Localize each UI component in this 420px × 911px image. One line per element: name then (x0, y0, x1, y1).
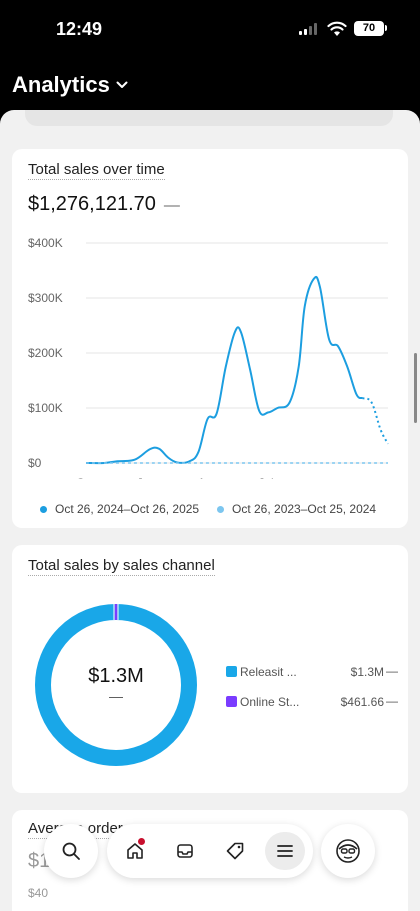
wifi-icon (327, 21, 347, 36)
y-tick-label: $200K (28, 346, 63, 360)
avg-order-axis-top: $40 (28, 886, 49, 900)
x-tick-label: Apr (198, 476, 217, 479)
total-sales-card[interactable]: Total sales over time $1,276,121.70 — $40… (12, 149, 408, 528)
sales-card-title[interactable]: Total sales over time (28, 161, 165, 180)
sales-total-value: $1,276,121.70 — (28, 193, 180, 216)
nav-menu[interactable] (265, 832, 305, 870)
y-tick-label: $300K (28, 291, 63, 305)
channel-swatch (226, 696, 237, 707)
channel-donut-chart[interactable] (31, 600, 201, 770)
y-tick-label: $100K (28, 401, 63, 415)
previous-card (25, 110, 393, 126)
avatar-button[interactable] (321, 824, 375, 878)
signal-icon (299, 23, 317, 35)
chevron-down-icon (116, 81, 128, 88)
nav-home[interactable] (115, 832, 155, 870)
x-tick-label: Jul (258, 476, 273, 479)
search-button[interactable] (44, 824, 98, 878)
channel-row-releasit[interactable]: Releasit ... $1.3M — (226, 663, 398, 681)
y-tick-label: $400K (28, 236, 63, 250)
donut-total-value: $1.3M (88, 665, 144, 687)
notification-dot (138, 838, 145, 845)
channel-row-online-store[interactable]: Online St... $461.66 — (226, 693, 398, 711)
channel-label: Releasit ... (240, 665, 297, 679)
battery-tip (385, 25, 387, 31)
content-area[interactable]: Total sales over time $1,276,121.70 — $40… (0, 110, 420, 911)
y-tick-label: $0 (28, 456, 42, 470)
channel-change: — (386, 694, 398, 708)
legend-dot-previous (217, 505, 224, 513)
menu-icon (277, 845, 293, 857)
channel-label: Online St... (240, 695, 300, 709)
nav-inbox[interactable] (165, 832, 205, 870)
channel-swatch (226, 666, 237, 677)
legend-item-previous: Oct 26, 2023–Oct 25, 2024 (217, 502, 376, 516)
x-tick-label: Oct (76, 476, 95, 479)
legend-label-current: Oct 26, 2024–Oct 26, 2025 (55, 502, 200, 516)
channel-card-title[interactable]: Total sales by sales channel (28, 557, 215, 576)
legend-item-current: Oct 26, 2024–Oct 26, 2025 (40, 502, 199, 516)
channel-value: $1.3M (350, 665, 384, 679)
x-tick-label: Jan (137, 476, 156, 479)
battery-icon: 70 (354, 21, 384, 36)
series-line-current (85, 275, 364, 465)
channel-value: $461.66 (340, 695, 384, 709)
status-bar: 12:49 70 (0, 0, 420, 58)
nav-pill (107, 824, 313, 878)
sales-by-channel-card[interactable]: Total sales by sales channel $1.3M — Rel… (12, 545, 408, 793)
legend-dot-current (40, 505, 47, 513)
inbox-icon (177, 844, 193, 858)
donut-change: — (109, 688, 123, 704)
legend-label-previous: Oct 26, 2023–Oct 25, 2024 (232, 502, 377, 516)
analytics-menu[interactable]: Analytics (12, 68, 128, 102)
donut-center: $1.3M — (36, 665, 196, 704)
sales-change: — (163, 197, 180, 214)
bottom-nav (0, 821, 420, 881)
search-icon (62, 842, 80, 860)
nav-products[interactable] (215, 832, 255, 870)
scrollbar[interactable] (414, 353, 417, 423)
channel-change: — (386, 664, 398, 678)
home-icon (127, 843, 143, 859)
sales-total-amount: $1,276,121.70 (28, 193, 156, 215)
status-time: 12:49 (56, 19, 103, 39)
page-title: Analytics (12, 72, 110, 97)
series-line-current-projection (362, 397, 389, 445)
tag-icon (226, 842, 244, 860)
sales-line-chart[interactable]: $400K $300K $200K $100K $0 Oct Jan Apr Jul (12, 219, 408, 479)
avatar-icon (336, 839, 360, 863)
